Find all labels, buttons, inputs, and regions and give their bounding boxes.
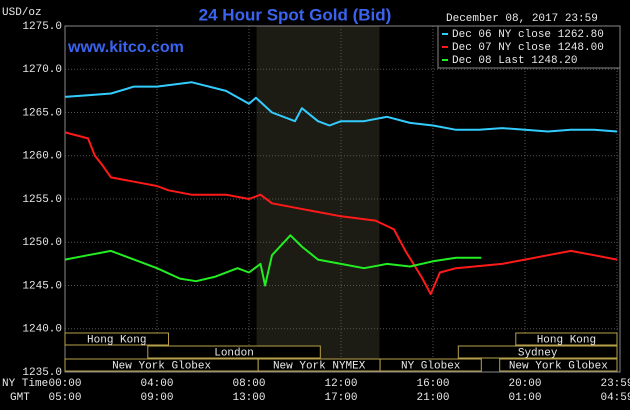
timestamp: December 08, 2017 23:59	[446, 13, 598, 25]
y-tick-label: 1270.0	[22, 64, 62, 76]
session-label: Hong Kong	[87, 334, 146, 346]
x2-tick-label: 21:00	[416, 392, 449, 404]
x2-tick-label: 09:00	[140, 392, 173, 404]
plot-frame	[64, 25, 621, 373]
session-label: NY Globex	[401, 360, 461, 372]
legend-box	[437, 25, 621, 69]
x-tick-label: 20:00	[508, 378, 541, 390]
session-label: Sydney	[518, 347, 558, 359]
x-axis-label: NY Time	[2, 378, 48, 390]
session-box	[147, 345, 321, 359]
y-tick-label: 1255.0	[22, 194, 62, 206]
y-tick-label: 1250.0	[22, 237, 62, 249]
x-tick-label: 12:00	[324, 378, 357, 390]
series-line	[64, 81, 618, 133]
session-label: London	[214, 347, 254, 359]
session-box	[499, 358, 618, 372]
legend-entry: Dec 08 Last 1248.20	[452, 55, 577, 67]
x2-tick-label: 05:00	[48, 392, 81, 404]
session-box	[64, 332, 169, 346]
session-label: New York Globex	[112, 360, 211, 372]
series-line	[64, 131, 618, 296]
y-tick-label: 1260.0	[22, 151, 62, 163]
legend-entry: Dec 07 NY close 1248.00	[452, 42, 604, 54]
x2-tick-label: 01:00	[508, 392, 541, 404]
chart-title: 24 Hour Spot Gold (Bid)	[199, 5, 392, 24]
y-axis-label: USD/oz	[2, 7, 42, 19]
y-tick-label: 1235.0	[22, 367, 62, 379]
x2-tick-label: 17:00	[324, 392, 357, 404]
y-tick-label: 1275.0	[22, 21, 62, 33]
session-label: New York NYMEX	[273, 360, 366, 372]
y-tick-label: 1265.0	[22, 107, 62, 119]
legend-entry: Dec 06 NY close 1262.80	[452, 29, 604, 41]
y-tick-label: 1245.0	[22, 280, 62, 292]
x2-axis-label: GMT	[10, 392, 30, 404]
x-tick-label: 23:59	[600, 378, 630, 390]
series-line	[64, 234, 482, 287]
x-tick-label: 00:00	[48, 378, 81, 390]
x-tick-label: 16:00	[416, 378, 449, 390]
session-box	[457, 345, 618, 359]
x-tick-label: 04:00	[140, 378, 173, 390]
session-label: New York Globex	[509, 360, 608, 372]
site-label: www.kitco.com	[67, 39, 184, 56]
y-tick-label: 1240.0	[22, 324, 62, 336]
x2-tick-label: 04:59	[600, 392, 630, 404]
session-label: Hong Kong	[537, 334, 596, 346]
x2-tick-label: 13:00	[232, 392, 265, 404]
x-tick-label: 08:00	[232, 378, 265, 390]
session-box	[515, 332, 618, 346]
session-box	[379, 358, 482, 372]
